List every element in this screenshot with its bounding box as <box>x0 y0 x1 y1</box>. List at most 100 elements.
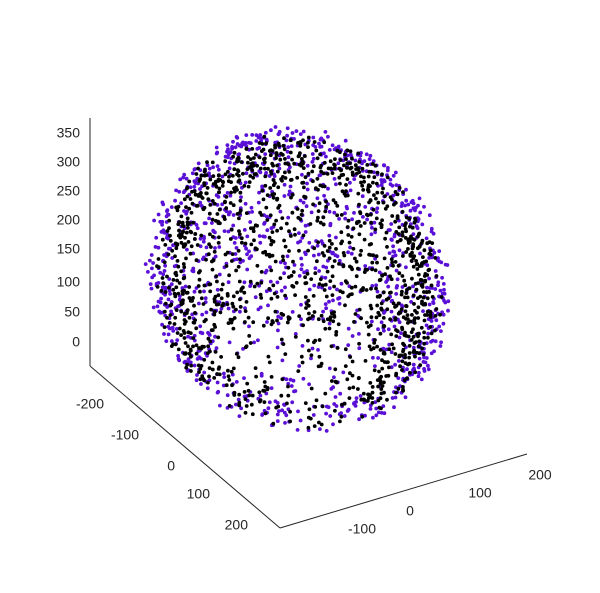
data-point <box>268 255 272 259</box>
data-point <box>375 191 379 195</box>
data-point <box>365 152 369 156</box>
data-point <box>394 171 398 175</box>
data-point <box>373 221 377 225</box>
data-point <box>313 405 317 409</box>
data-point <box>418 197 422 201</box>
data-point <box>311 314 315 318</box>
data-point <box>202 302 206 306</box>
data-point <box>379 396 383 400</box>
data-point <box>198 177 202 181</box>
data-point <box>382 352 386 356</box>
data-point <box>240 241 244 245</box>
data-point <box>330 252 334 256</box>
data-point <box>418 363 422 367</box>
data-point <box>414 259 418 263</box>
data-point <box>206 344 210 348</box>
data-point <box>388 251 392 255</box>
data-point <box>267 406 271 410</box>
data-point <box>298 140 302 144</box>
data-point <box>216 164 220 168</box>
data-point <box>244 247 248 251</box>
data-point <box>179 333 183 337</box>
data-point <box>176 222 180 226</box>
data-point <box>276 329 280 333</box>
data-point <box>306 339 310 343</box>
data-point <box>251 164 255 168</box>
data-point <box>309 222 313 226</box>
data-point <box>191 171 195 175</box>
data-point <box>336 346 340 350</box>
data-point <box>283 352 287 356</box>
data-point <box>421 239 425 243</box>
data-point <box>174 246 178 250</box>
data-point <box>317 142 321 146</box>
data-point <box>272 223 276 227</box>
data-point <box>228 161 232 165</box>
data-point <box>298 274 302 278</box>
data-point <box>338 150 342 154</box>
data-point <box>379 407 383 411</box>
data-point <box>366 213 370 217</box>
data-point <box>313 424 317 428</box>
data-point <box>207 217 211 221</box>
data-point <box>358 232 362 236</box>
data-point <box>264 141 268 145</box>
data-point <box>217 221 221 225</box>
data-point <box>283 171 287 175</box>
data-point <box>208 167 212 171</box>
data-point <box>230 228 234 232</box>
data-point <box>442 288 446 292</box>
data-point <box>324 283 328 287</box>
data-point <box>293 233 297 237</box>
data-point <box>388 228 392 232</box>
data-point <box>328 239 332 243</box>
data-point <box>332 310 336 314</box>
data-point <box>211 218 215 222</box>
data-point <box>242 376 246 380</box>
data-point <box>338 420 342 424</box>
data-point <box>419 278 423 282</box>
data-point <box>232 167 236 171</box>
data-point <box>371 162 375 166</box>
data-point <box>209 308 213 312</box>
axes-frame <box>90 118 527 528</box>
data-point <box>269 170 273 174</box>
data-point <box>199 331 203 335</box>
data-point <box>272 183 276 187</box>
data-point <box>256 338 260 342</box>
data-point <box>202 240 206 244</box>
data-point <box>411 327 415 331</box>
data-point <box>186 308 190 312</box>
data-point <box>263 152 267 156</box>
data-point <box>394 334 398 338</box>
data-point <box>324 306 328 310</box>
data-point <box>279 177 283 181</box>
data-point <box>218 208 222 212</box>
data-point <box>159 297 163 301</box>
data-point <box>308 407 312 411</box>
data-point <box>374 268 378 272</box>
data-point <box>412 363 416 367</box>
data-point <box>239 191 243 195</box>
data-point <box>228 404 232 408</box>
data-point <box>211 235 215 239</box>
data-point <box>208 333 212 337</box>
data-point <box>401 230 405 234</box>
data-point <box>401 350 405 354</box>
data-point <box>187 330 191 334</box>
data-point <box>182 209 186 213</box>
z-tick-label: 250 <box>57 183 81 199</box>
data-point <box>177 229 181 233</box>
data-point <box>229 194 233 198</box>
data-point <box>230 145 234 149</box>
data-point <box>435 274 439 278</box>
data-point <box>340 240 344 244</box>
data-point <box>378 278 382 282</box>
data-point <box>214 274 218 278</box>
data-point <box>341 291 345 295</box>
data-point <box>254 139 258 143</box>
data-point <box>263 175 267 179</box>
data-point <box>382 316 386 320</box>
data-point <box>228 167 232 171</box>
data-point <box>331 385 335 389</box>
